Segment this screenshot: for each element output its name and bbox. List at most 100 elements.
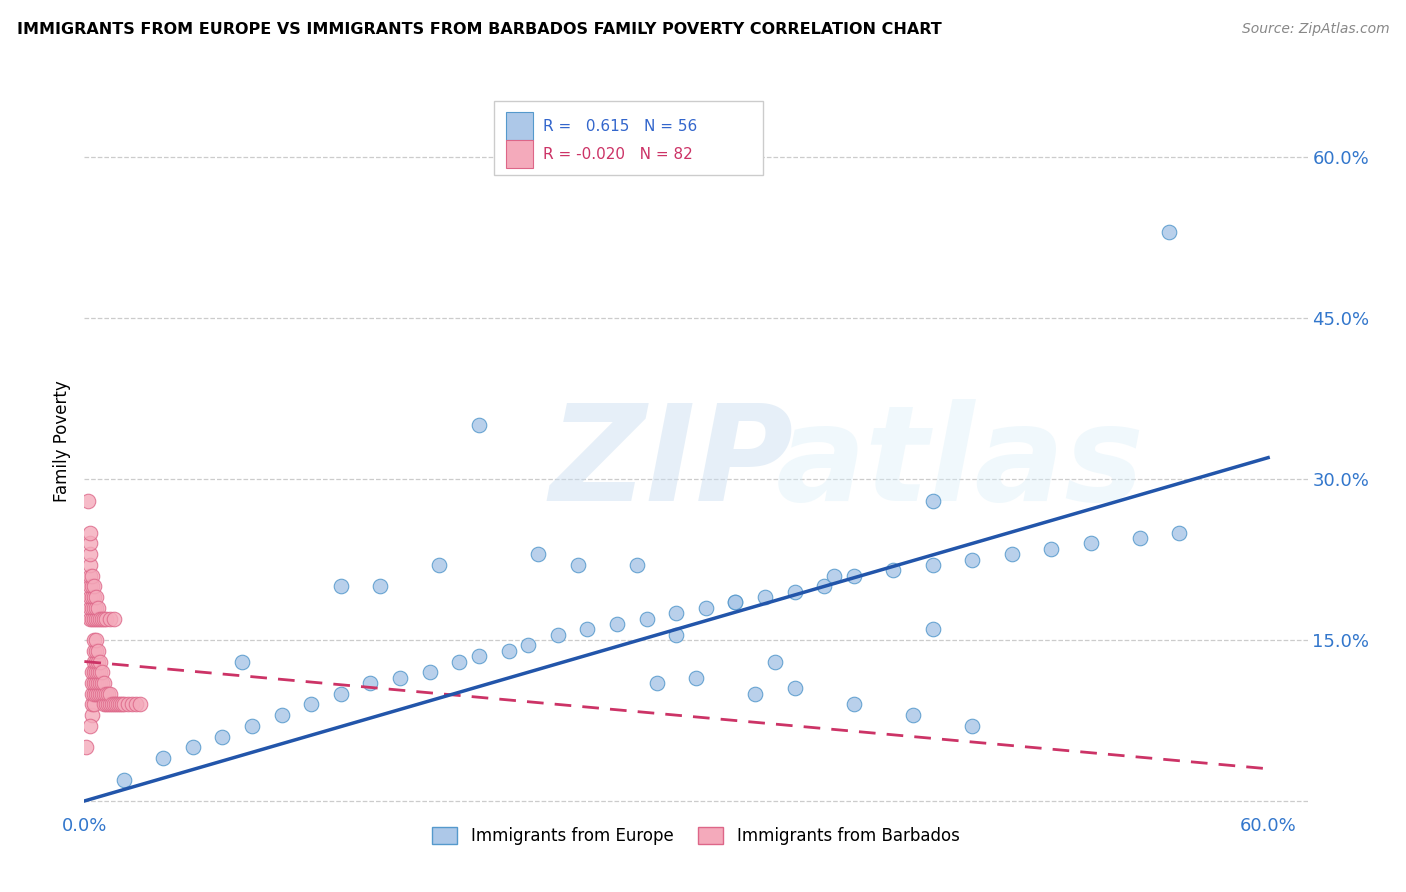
Point (783, 681, 806, 696)
Point (921, 558, 943, 572)
Point (91, 687, 114, 701)
Point (842, 568, 865, 582)
Point (419, 665, 441, 680)
Text: R = -0.020   N = 82: R = -0.020 N = 82 (543, 147, 693, 161)
Point (389, 671, 412, 685)
Point (84, 665, 107, 680)
Point (79, 590, 101, 604)
Point (83, 655, 105, 669)
Point (112, 772, 135, 787)
Point (87, 655, 110, 669)
Point (83, 676, 105, 690)
Point (84, 611, 107, 625)
Point (94, 687, 117, 701)
Point (89, 611, 111, 625)
Point (101, 698, 124, 712)
Point (121, 698, 143, 712)
FancyBboxPatch shape (506, 140, 533, 169)
Point (783, 584, 806, 599)
Text: R =   0.615   N = 56: R = 0.615 N = 56 (543, 119, 697, 134)
Point (1129, 531, 1152, 545)
Point (84, 633, 107, 648)
Point (527, 547, 550, 561)
Point (240, 719, 263, 733)
Point (124, 698, 146, 712)
Point (93, 698, 115, 712)
Point (83, 579, 105, 593)
Point (1168, 525, 1191, 540)
Point (823, 568, 845, 582)
Point (87, 644, 110, 658)
Point (84, 687, 107, 701)
Point (91, 676, 114, 690)
Point (84, 600, 107, 615)
Point (83, 665, 105, 680)
Point (270, 708, 292, 723)
Point (89, 676, 111, 690)
Point (89, 665, 111, 680)
Point (449, 655, 471, 669)
Point (84, 644, 107, 658)
Point (1001, 547, 1024, 561)
Point (645, 676, 668, 690)
Point (82, 579, 104, 593)
Point (665, 606, 688, 620)
Point (75, 740, 97, 755)
Point (83, 633, 105, 648)
Point (695, 600, 717, 615)
Point (87, 665, 110, 680)
Point (104, 698, 127, 712)
Point (117, 698, 139, 712)
Text: IMMIGRANTS FROM EUROPE VS IMMIGRANTS FROM BARBADOS FAMILY POVERTY CORRELATION CH: IMMIGRANTS FROM EUROPE VS IMMIGRANTS FRO… (17, 22, 942, 37)
Point (763, 655, 786, 669)
FancyBboxPatch shape (494, 101, 763, 175)
Point (82, 568, 104, 582)
Point (842, 698, 865, 712)
Point (83, 687, 105, 701)
Point (98, 687, 121, 701)
Point (606, 616, 628, 631)
Point (231, 655, 253, 669)
Point (921, 493, 943, 508)
Point (79, 600, 101, 615)
Point (87, 600, 110, 615)
Point (82, 590, 104, 604)
Point (79, 525, 101, 540)
Point (108, 698, 131, 712)
Point (128, 698, 150, 712)
Point (960, 552, 983, 566)
Point (89, 655, 111, 669)
FancyBboxPatch shape (506, 112, 533, 140)
Point (89, 687, 111, 701)
Text: Source: ZipAtlas.com: Source: ZipAtlas.com (1241, 22, 1389, 37)
Point (517, 639, 540, 653)
Point (498, 644, 520, 658)
Point (83, 644, 105, 658)
Point (107, 698, 129, 712)
Point (211, 730, 233, 744)
Point (112, 698, 135, 712)
Point (91, 611, 114, 625)
Point (83, 600, 105, 615)
Point (429, 558, 451, 572)
Point (359, 676, 381, 690)
Point (79, 547, 101, 561)
Point (724, 595, 747, 609)
Point (77, 493, 100, 508)
Point (724, 595, 747, 609)
Point (93, 676, 115, 690)
Point (468, 418, 491, 433)
Point (79, 558, 101, 572)
Text: atlas: atlas (776, 399, 1144, 529)
Point (83, 590, 105, 604)
Point (626, 558, 648, 572)
Point (93, 687, 115, 701)
Point (93, 611, 115, 625)
Point (87, 687, 110, 701)
Point (97, 687, 120, 701)
Point (82, 665, 104, 680)
Point (368, 579, 391, 593)
Point (84, 676, 107, 690)
Point (98, 698, 121, 712)
Point (87, 611, 110, 625)
